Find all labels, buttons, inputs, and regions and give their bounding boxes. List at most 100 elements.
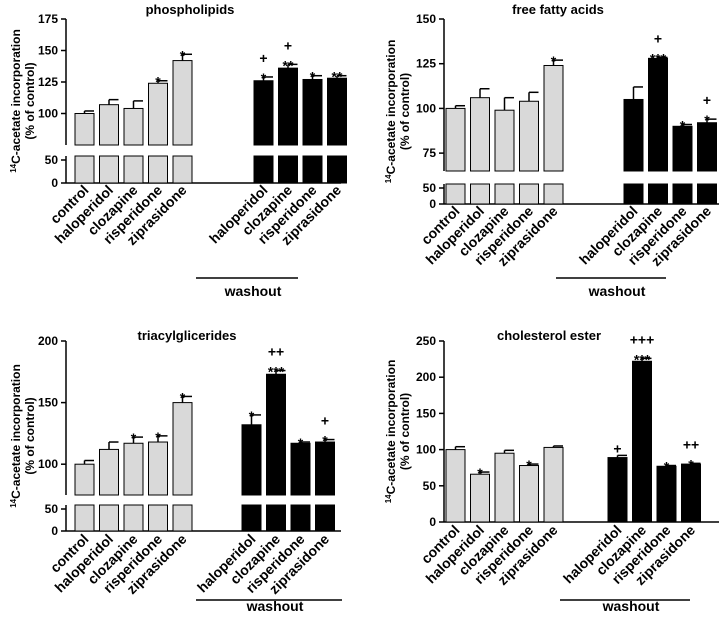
significance-label: *: [180, 47, 186, 63]
significance-label: *: [664, 459, 670, 475]
y-tick-label: 150: [38, 44, 58, 58]
y-tick-label: 200: [38, 334, 58, 348]
significance-label: *: [704, 112, 710, 128]
significance-label: +: [654, 30, 662, 46]
y-axis-label-units: (% of control): [398, 393, 412, 470]
y-tick-label: 150: [416, 12, 436, 26]
significance-label: ++: [268, 344, 284, 360]
bar: [278, 67, 298, 146]
y-axis-label-superscript: 14: [9, 498, 18, 507]
significance-label: +++: [630, 331, 655, 347]
y-tick-label-lower: 50: [45, 153, 59, 167]
bar-lower-segment: [74, 155, 95, 184]
bar: [543, 446, 564, 523]
significance-label: ***: [634, 351, 651, 367]
bar-lower-segment: [172, 155, 193, 184]
y-axis-label-units: (% of control): [23, 62, 37, 139]
bar-lower-segment: [148, 155, 168, 184]
y-axis-label-main: C-acetate incorporation: [384, 360, 398, 495]
bar-lower-segment: [99, 504, 119, 532]
bar-lower-segment: [302, 155, 323, 184]
bar: [74, 463, 95, 496]
y-tick-label: 150: [38, 396, 58, 410]
y-tick-label: 150: [416, 406, 436, 420]
bar: [519, 100, 539, 172]
significance-label: *: [180, 389, 186, 405]
y-tick-label: 100: [38, 107, 58, 121]
bar-lower-segment: [697, 183, 717, 205]
significance-label: ***: [650, 50, 667, 66]
bar: [302, 78, 323, 146]
chart-title: triacylglicerides: [138, 328, 237, 343]
significance-label: *: [526, 457, 532, 473]
y-tick-label-lower: 0: [51, 524, 58, 538]
bar: [632, 360, 652, 523]
panel-phospholipids: phospholipids 14C-acetate incorporation (%…: [9, 2, 347, 299]
y-axis-label-units: (% of control): [398, 73, 412, 150]
bar-lower-segment: [543, 183, 564, 205]
bar-lower-segment: [623, 183, 644, 205]
significance-label: **: [283, 57, 294, 73]
bar: [172, 402, 193, 496]
y-tick-label-lower: 50: [423, 181, 437, 195]
y-tick-label: 125: [38, 75, 58, 89]
bar: [148, 82, 168, 146]
chart-title: cholesterol ester: [497, 328, 601, 343]
significance-label: *: [310, 69, 316, 85]
panel-cholesterol-ester: cholesterol ester 14C-acetate incorporati…: [384, 328, 719, 614]
bar: [172, 60, 193, 146]
y-tick-label-lower: 0: [429, 197, 436, 211]
significance-label: *: [249, 408, 255, 424]
y-tick-label: 125: [416, 57, 436, 71]
bar-lower-segment: [123, 504, 144, 532]
significance-label: *: [131, 430, 137, 446]
bar-lower-segment: [672, 183, 693, 205]
bar: [241, 424, 262, 496]
significance-label: *: [680, 118, 686, 134]
bar: [99, 104, 119, 146]
y-axis-label-superscript: 14: [384, 174, 393, 183]
bar: [607, 457, 628, 523]
bar-lower-segment: [290, 504, 311, 532]
bar: [494, 452, 515, 523]
bar-lower-segment: [241, 504, 262, 532]
bar-lower-segment: [315, 504, 335, 532]
y-axis-label-superscript: 14: [9, 163, 18, 172]
y-tick-label: 100: [416, 101, 436, 115]
significance-label: *: [688, 456, 694, 472]
bar-lower-segment: [445, 183, 466, 205]
bar-lower-segment: [494, 183, 515, 205]
bar-lower-segment: [519, 183, 539, 205]
y-tick-label: 50: [423, 479, 437, 493]
significance-label: +: [284, 37, 292, 53]
bar-lower-segment: [253, 155, 274, 184]
bar: [656, 465, 677, 523]
significance-label: *: [322, 433, 328, 449]
bar-lower-segment: [123, 155, 144, 184]
washout-label: washout: [602, 598, 660, 614]
y-tick-label: 75: [423, 146, 437, 160]
significance-label: *: [298, 435, 304, 451]
y-axis-label-main: C-acetate incorporation: [9, 29, 23, 164]
significance-label: +: [613, 440, 621, 456]
bar: [445, 449, 466, 523]
y-tick-label: 200: [416, 370, 436, 384]
bar: [148, 441, 168, 496]
bar: [697, 122, 717, 172]
bar: [253, 80, 274, 146]
significance-label: +: [703, 92, 711, 108]
panel-free-fatty-acids: free fatty acids 14C-acetate incorporatio…: [384, 2, 719, 299]
y-tick-label: 250: [416, 334, 436, 348]
significance-label: ***: [268, 364, 285, 380]
chart-title: phospholipids: [146, 2, 235, 17]
bar: [470, 97, 490, 172]
bar-lower-segment: [266, 504, 286, 532]
washout-label: washout: [224, 283, 282, 299]
significance-label: ++: [683, 436, 699, 452]
y-axis-label-main: C-acetate incorporation: [9, 364, 23, 499]
bar: [327, 77, 347, 146]
bar: [123, 107, 144, 146]
y-tick-label: 175: [38, 12, 58, 26]
bar-lower-segment: [327, 155, 347, 184]
